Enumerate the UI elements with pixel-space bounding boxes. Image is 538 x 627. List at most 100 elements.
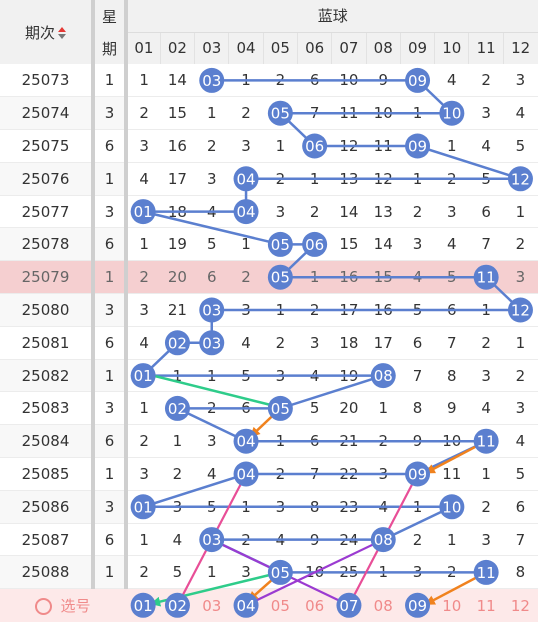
weekday-value: 1 <box>93 359 128 393</box>
omission-cell: 10 <box>434 424 469 459</box>
omission-cell: 17 <box>160 162 195 196</box>
omission-cell: 8 <box>297 490 332 524</box>
omission-cell: 6 <box>503 490 538 524</box>
omission-cell: 4 <box>400 260 435 295</box>
select-number-07[interactable] <box>331 588 367 622</box>
table-row: 25082 1 1 1 5 3 4 19 7 8 3 2 <box>0 359 538 393</box>
omission-cell: 1 <box>194 555 229 590</box>
omission-cell: 4 <box>263 523 298 557</box>
issue-number: 25082 <box>0 359 95 393</box>
omission-cell: 5 <box>434 260 469 295</box>
omission-cell: 16 <box>366 293 401 327</box>
omission-cell: 1 <box>468 293 504 327</box>
table-row: 25088 1 2 5 1 3 10 25 1 3 2 8 <box>0 555 538 590</box>
omission-cell: 2 <box>194 129 229 163</box>
hit-cell <box>263 260 298 295</box>
issue-header-label: 期次 <box>24 23 55 42</box>
omission-cell: 4 <box>468 391 504 426</box>
sort-toggle-icon[interactable] <box>58 27 66 39</box>
omission-cell: 24 <box>331 523 367 557</box>
omission-cell: 3 <box>228 293 264 327</box>
issue-number: 25081 <box>0 326 95 360</box>
weekday-value: 6 <box>93 326 128 360</box>
select-number-09[interactable] <box>400 588 435 622</box>
weekday-value: 6 <box>93 523 128 557</box>
omission-cell: 6 <box>468 195 504 229</box>
select-number-06[interactable]: 06 <box>297 588 332 622</box>
omission-cell: 3 <box>468 96 504 131</box>
issue-column-header[interactable]: 期次 <box>0 0 95 64</box>
table-row: 25086 3 3 5 1 3 8 23 4 1 2 6 <box>0 490 538 524</box>
select-number-03[interactable]: 03 <box>194 588 229 622</box>
table-row: 25079 1 2 20 6 2 1 16 15 4 5 3 <box>0 260 538 295</box>
select-number-05[interactable]: 05 <box>263 588 298 622</box>
omission-cell: 1 <box>434 523 469 557</box>
omission-cell: 3 <box>434 195 469 229</box>
omission-cell: 11 <box>434 457 469 491</box>
weekday-value: 3 <box>93 96 128 131</box>
omission-cell: 1 <box>297 260 332 295</box>
omission-cell: 3 <box>263 490 298 524</box>
hit-cell <box>126 195 161 229</box>
omission-cell: 2 <box>400 195 435 229</box>
hit-cell <box>468 555 504 590</box>
hit-cell <box>434 96 469 131</box>
omission-cell: 4 <box>194 457 229 491</box>
omission-cell: 4 <box>366 490 401 524</box>
select-number-10[interactable]: 10 <box>434 588 469 622</box>
weekday-value: 3 <box>93 293 128 327</box>
omission-cell: 15 <box>160 96 195 131</box>
hit-cell <box>503 293 538 327</box>
omission-cell: 1 <box>434 129 469 163</box>
select-number-02[interactable] <box>160 588 195 622</box>
select-number-01[interactable] <box>126 588 161 622</box>
select-toggle[interactable]: 选号 <box>0 588 126 622</box>
omission-cell: 5 <box>503 457 538 491</box>
omission-cell: 2 <box>126 96 161 131</box>
issue-number: 25084 <box>0 424 95 459</box>
omission-cell: 4 <box>194 195 229 229</box>
weekday-value: 3 <box>93 391 128 426</box>
hit-cell <box>434 490 469 524</box>
radio-circle-icon[interactable] <box>35 598 53 615</box>
select-number-08[interactable]: 08 <box>366 588 401 622</box>
omission-cell: 3 <box>194 424 229 459</box>
omission-cell: 4 <box>468 129 504 163</box>
omission-cell: 1 <box>126 391 161 426</box>
issue-number: 25079 <box>0 260 95 295</box>
table-row: 25085 1 3 2 4 2 7 22 3 11 1 5 <box>0 457 538 491</box>
omission-cell: 3 <box>297 326 332 360</box>
omission-cell: 1 <box>400 162 435 196</box>
omission-cell: 1 <box>126 64 161 98</box>
table-row: 25076 1 4 17 3 2 1 13 12 1 2 5 <box>0 162 538 196</box>
omission-cell: 5 <box>160 555 195 590</box>
hit-cell <box>503 162 538 196</box>
column-header-09: 09 <box>399 32 435 64</box>
omission-cell: 4 <box>434 64 469 98</box>
omission-cell: 2 <box>194 391 229 426</box>
omission-cell: 7 <box>297 457 332 491</box>
omission-cell: 9 <box>366 64 401 98</box>
omission-cell: 6 <box>228 391 264 426</box>
select-number-12[interactable]: 12 <box>503 588 538 622</box>
issue-number: 25087 <box>0 523 95 557</box>
omission-cell: 5 <box>400 293 435 327</box>
omission-cell: 2 <box>160 457 195 491</box>
omission-cell: 3 <box>126 293 161 327</box>
omission-cell: 2 <box>503 227 538 262</box>
omission-cell: 7 <box>468 227 504 262</box>
omission-cell: 4 <box>228 326 264 360</box>
select-number-11[interactable]: 11 <box>468 588 504 622</box>
omission-cell: 1 <box>263 129 298 163</box>
omission-cell: 2 <box>126 424 161 459</box>
omission-cell: 1 <box>468 457 504 491</box>
omission-cell: 1 <box>194 359 229 393</box>
omission-cell: 4 <box>126 162 161 196</box>
omission-cell: 3 <box>263 359 298 393</box>
select-row: 选号 03 05 06 08 10 11 12 <box>0 588 538 622</box>
table-row: 25081 6 4 4 2 3 18 17 6 7 2 1 <box>0 326 538 360</box>
omission-cell: 20 <box>160 260 195 295</box>
select-number-04[interactable] <box>228 588 264 622</box>
omission-cell: 5 <box>468 162 504 196</box>
omission-cell: 11 <box>366 129 401 163</box>
